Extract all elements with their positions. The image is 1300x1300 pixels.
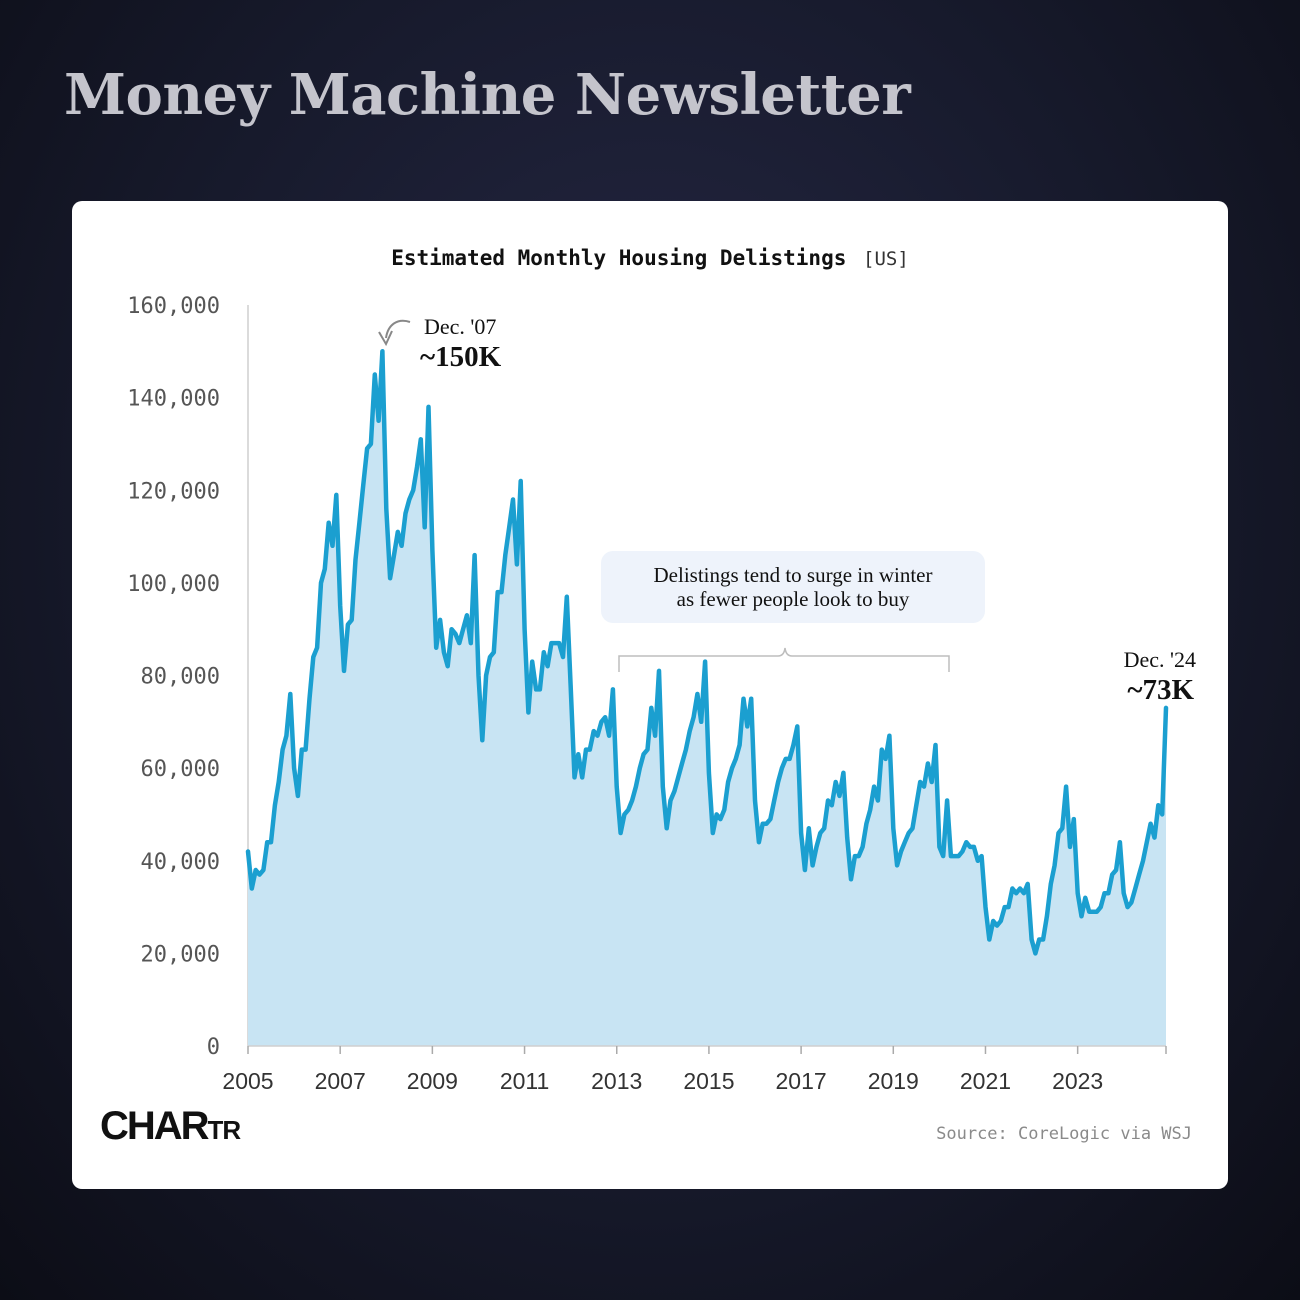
peak-arrow — [385, 319, 411, 339]
y-tick-label: 100,000 — [127, 572, 220, 597]
y-tick-label: 60,000 — [141, 757, 220, 782]
callout-bracket — [618, 647, 950, 672]
x-tick-label: 2015 — [683, 1068, 734, 1094]
chart-title: Estimated Monthly Housing Delistings [US… — [0, 246, 1300, 270]
delistings-line — [245, 349, 1169, 956]
delistings-area — [248, 351, 1166, 1046]
x-tick-label: 2013 — [591, 1068, 642, 1094]
y-tick-label: 40,000 — [141, 850, 220, 875]
y-tick-label: 80,000 — [141, 665, 220, 690]
callout-line-2: as fewer people look to buy — [676, 587, 910, 611]
x-tick-label: 2007 — [315, 1068, 366, 1094]
x-tick-label: 2019 — [868, 1068, 919, 1094]
logo-main-text: CHAR — [100, 1104, 210, 1148]
x-tick-label: 2011 — [500, 1068, 549, 1094]
chartr-logo: CHARTR — [100, 1104, 242, 1149]
x-tick-label: 2021 — [960, 1068, 1011, 1094]
x-tick-label: 2005 — [222, 1068, 273, 1094]
x-tick-label: 2023 — [1052, 1068, 1103, 1094]
y-tick-label: 20,000 — [141, 942, 220, 967]
peak-annotation-date: Dec. '07 — [424, 314, 496, 339]
y-tick-label: 120,000 — [127, 479, 220, 504]
y-tick-label: 0 — [207, 1035, 220, 1060]
source-note: Source: CoreLogic via WSJ — [936, 1124, 1192, 1144]
newsletter-title: Money Machine Newsletter — [64, 62, 911, 128]
chart-region-label: [US] — [863, 248, 909, 270]
winter-surge-callout: Delistings tend to surge in winter as fe… — [601, 551, 985, 623]
y-tick-label: 140,000 — [127, 387, 220, 412]
end-annotation-date: Dec. '24 — [1124, 647, 1196, 672]
logo-small-text: TR — [207, 1115, 242, 1145]
x-tick-label: 2009 — [407, 1068, 458, 1094]
peak-annotation-value: ~150K — [420, 341, 502, 373]
peak-arrow-head — [378, 330, 393, 347]
x-tick-label: 2017 — [776, 1068, 827, 1094]
end-annotation-value: ~73K — [1127, 674, 1194, 706]
callout-line-1: Delistings tend to surge in winter — [653, 563, 933, 587]
y-tick-label: 160,000 — [127, 294, 220, 319]
chart-title-text: Estimated Monthly Housing Delistings — [391, 246, 847, 270]
